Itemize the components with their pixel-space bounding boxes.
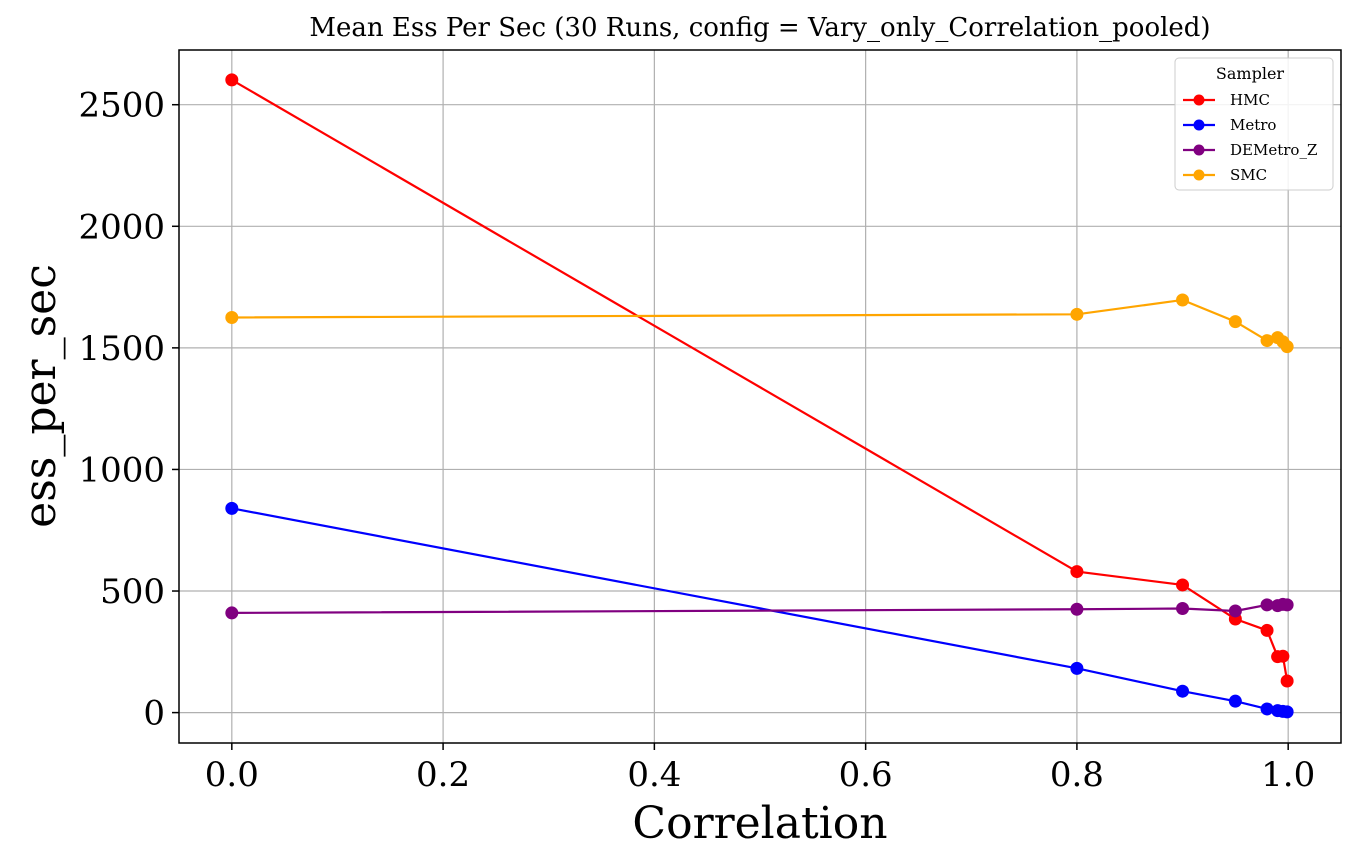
data-point-metro <box>1228 694 1242 708</box>
x-tick-label: 0.8 <box>1050 755 1104 795</box>
data-point-smc <box>1228 315 1242 329</box>
x-tick-label: 1.0 <box>1261 755 1315 795</box>
data-point-hmc <box>1070 565 1084 579</box>
y-tick-label: 2000 <box>78 207 165 247</box>
y-tick-label: 2500 <box>78 86 165 126</box>
y-axis-ticks: 0 500 1000 1500 2000 2500 <box>78 86 179 734</box>
data-point-metro <box>1280 705 1294 719</box>
grid <box>179 50 1341 743</box>
y-tick-label: 0 <box>143 694 165 734</box>
data-point-metro <box>225 501 239 515</box>
legend-swatch-marker <box>1193 94 1205 106</box>
legend-swatch-marker <box>1193 169 1205 181</box>
x-tick-label: 0.2 <box>416 755 470 795</box>
data-point-demetro-z <box>1260 598 1274 612</box>
data-point-demetro-z <box>1280 598 1294 612</box>
y-tick-label: 500 <box>100 572 165 612</box>
series-smc <box>225 293 1294 354</box>
data-point-smc <box>225 310 239 324</box>
data-point-demetro-z <box>1070 602 1084 616</box>
series-layer <box>225 73 1294 719</box>
data-point-hmc <box>1260 623 1274 637</box>
plot-frame <box>178 49 1342 744</box>
legend-label: DEMetro_Z <box>1230 141 1317 159</box>
x-tick-label: 0.6 <box>839 755 893 795</box>
data-point-demetro-z <box>1176 602 1190 616</box>
legend-label: HMC <box>1230 91 1270 109</box>
x-axis-label: Correlation <box>632 798 887 849</box>
data-point-smc <box>1280 340 1294 354</box>
x-tick-label: 0.4 <box>627 755 681 795</box>
series-metro <box>225 501 1294 719</box>
data-point-smc <box>1070 307 1084 321</box>
legend-item-smc: SMC <box>1183 166 1267 184</box>
data-point-smc <box>1260 334 1274 348</box>
y-tick-label: 1500 <box>78 329 165 369</box>
data-point-metro <box>1176 684 1190 698</box>
legend-box <box>1174 57 1334 191</box>
legend-title: Sampler <box>1216 64 1285 83</box>
chart-title: Mean Ess Per Sec (30 Runs, config = Vary… <box>309 13 1210 43</box>
series-line-smc <box>231 298 1288 348</box>
legend-swatch-marker <box>1193 119 1205 131</box>
data-point-hmc <box>1176 578 1190 592</box>
data-point-hmc <box>225 73 239 87</box>
data-point-hmc <box>1276 649 1290 663</box>
x-tick-label: 0.0 <box>205 755 259 795</box>
data-point-metro <box>1070 661 1084 675</box>
legend-label: SMC <box>1230 166 1267 184</box>
legend-swatch-marker <box>1193 144 1205 156</box>
legend-item-hmc: HMC <box>1183 91 1270 109</box>
y-tick-label: 1000 <box>78 450 165 490</box>
legend-label: Metro <box>1230 116 1276 134</box>
x-axis-ticks: 0.0 0.2 0.4 0.6 0.8 1.0 <box>205 743 1315 795</box>
data-point-smc <box>1176 293 1190 307</box>
legend: Sampler HMC Metro DEMetro_Z SMC <box>1174 57 1334 191</box>
y-axis-label: ess_per_sec <box>15 264 66 528</box>
legend-item-metro: Metro <box>1183 116 1276 134</box>
legend-item-demetro-z: DEMetro_Z <box>1183 141 1317 159</box>
data-point-hmc <box>1280 674 1294 688</box>
data-point-demetro-z <box>225 606 239 620</box>
series-hmc <box>225 73 1294 688</box>
series-demetro-z <box>225 597 1294 620</box>
data-point-demetro-z <box>1228 604 1242 618</box>
data-point-metro <box>1260 702 1274 716</box>
